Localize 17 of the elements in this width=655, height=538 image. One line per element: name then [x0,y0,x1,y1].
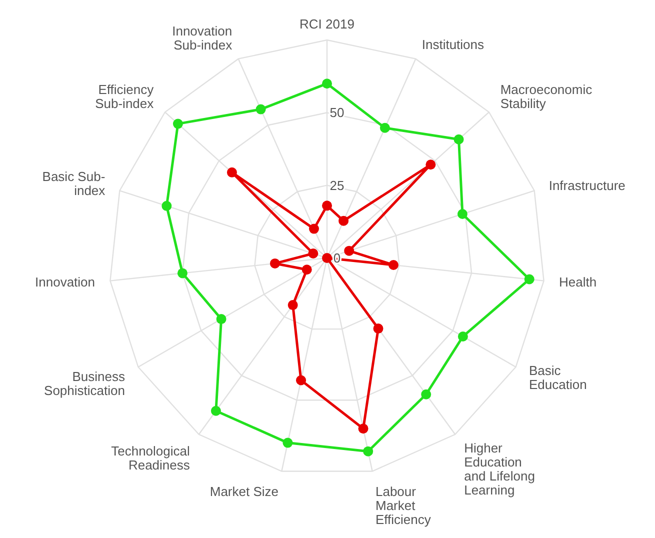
y-tick-label: 50 [330,105,344,120]
spoke-label: RCI 2019 [300,16,354,32]
spoke-label: Technological Readiness [111,443,190,472]
spoke-label: Institutions [422,36,485,52]
spoke-label: Basic Education [529,363,587,392]
spoke-label: Innovation Sub-index [172,24,233,53]
spoke-label: Efficiency Sub-index [95,82,154,112]
y-tick-label: 25 [330,178,344,193]
spoke-label: Basic Sub-index [42,168,106,198]
spoke-label: Higher Education and Lifelong Learning [464,440,535,498]
spoke-label: Health [558,274,597,290]
spoke-label: Infrastructure [548,178,626,193]
spoke-label: Market Size [210,484,279,500]
spoke-label: Business Sophistication [44,369,126,398]
spoke-label: Innovation [35,274,96,290]
spoke-label: Labour Market Efficiency [375,484,432,527]
spoke-label: Macroeconomic Stability [500,82,593,112]
